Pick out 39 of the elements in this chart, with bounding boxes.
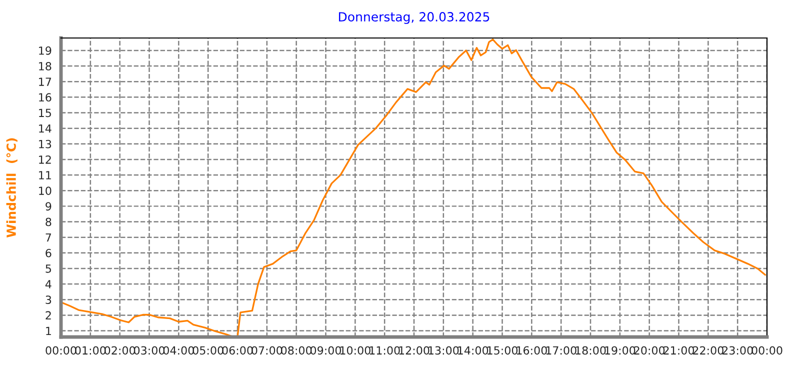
x-tick-label: 09:00 <box>310 346 342 355</box>
y-tick-label: 18 <box>39 62 52 70</box>
x-tick-label: 13:00 <box>428 346 459 355</box>
y-tick-label: 6 <box>46 248 52 258</box>
x-tick-label: 16:00 <box>516 346 547 355</box>
x-tick-label: 12:00 <box>399 346 430 355</box>
x-tick-label: 22:00 <box>692 346 724 355</box>
y-tick-label: 15 <box>39 108 51 118</box>
y-tick-label: 7 <box>46 233 52 242</box>
x-tick-label: 00:00 <box>46 346 76 355</box>
x-tick-label: 10:00 <box>340 346 370 355</box>
y-tick-label: 19 <box>39 46 52 55</box>
y-tick-label: 12 <box>39 155 51 164</box>
y-tick-label: 14 <box>39 124 52 133</box>
y-tick-label: 4 <box>45 280 52 288</box>
x-tick-label: 11:00 <box>370 346 400 355</box>
y-tick-label: 2 <box>46 311 51 320</box>
y-tick-label: 10 <box>39 186 52 195</box>
y-tick-label: 8 <box>46 218 52 226</box>
y-tick-label: 5 <box>46 264 51 273</box>
x-tick-label: 18:00 <box>576 346 606 355</box>
y-tick-label: 11 <box>39 171 51 180</box>
chart-title: Donnerstag, 20.03.2025 <box>338 12 490 24</box>
x-tick-label: 23:00 <box>722 346 753 355</box>
x-tick-label: 00:00 <box>752 346 782 355</box>
line-series <box>61 38 766 337</box>
y-tick-label: 3 <box>46 296 52 304</box>
y-tick-label: 9 <box>46 202 52 211</box>
y-tick-label: 17 <box>39 78 52 86</box>
x-tick-label: 15:00 <box>487 346 518 355</box>
x-tick-label: 19:00 <box>605 346 636 355</box>
x-tick-label: 21:00 <box>664 346 694 355</box>
y-tick-label: 1 <box>46 326 51 335</box>
y-tick-label: 13 <box>39 140 52 148</box>
y-tick-label: 16 <box>39 93 52 102</box>
y-axis-title: Windchill (°C) <box>6 138 18 238</box>
x-tick-label: 20:00 <box>634 346 665 355</box>
x-tick-label: 17:00 <box>546 346 576 355</box>
x-tick-label: 14:00 <box>458 346 488 355</box>
